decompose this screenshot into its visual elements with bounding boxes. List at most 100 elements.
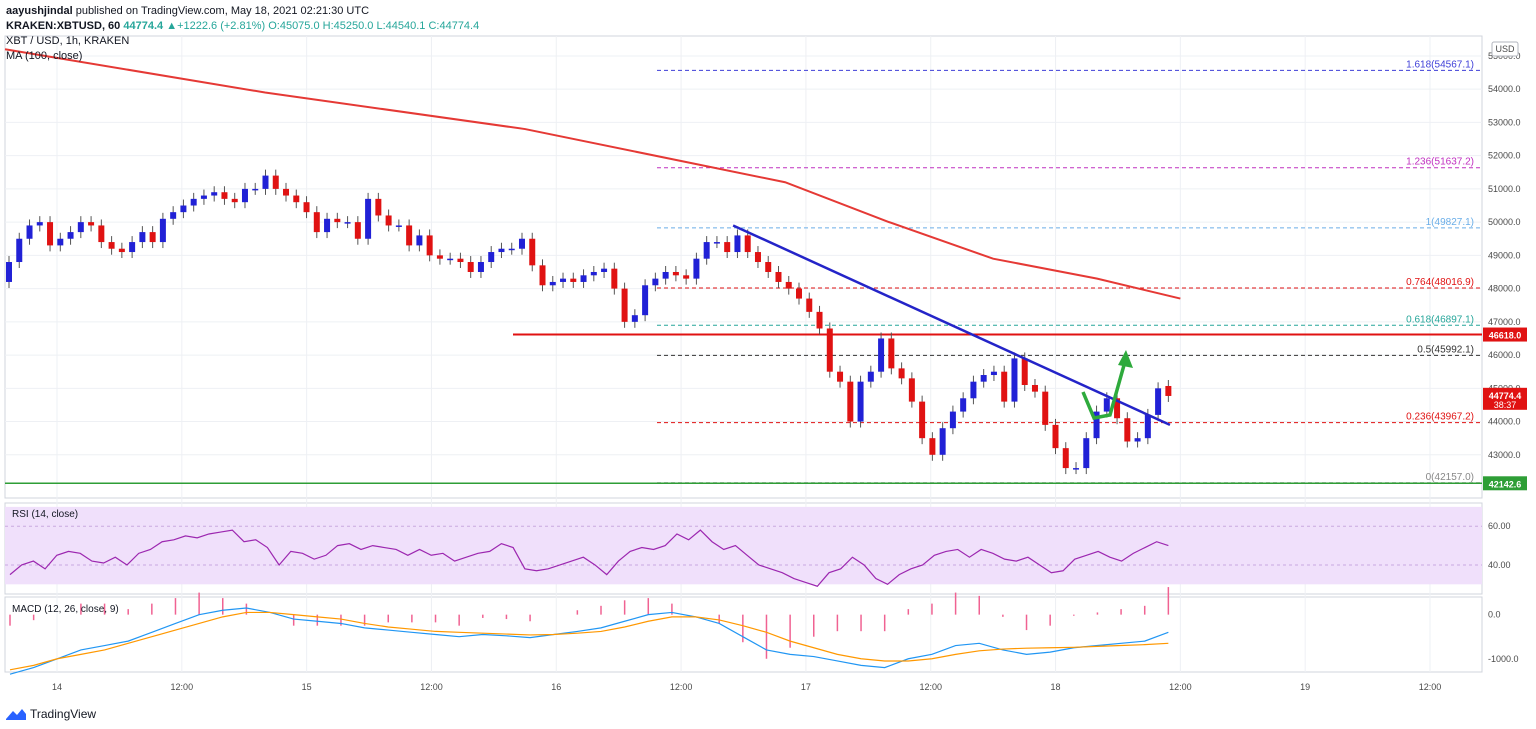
candle-body bbox=[1103, 398, 1110, 412]
ma100-line bbox=[4, 48, 1181, 300]
trendline bbox=[732, 224, 1171, 427]
candle-body bbox=[621, 288, 628, 322]
price-tag bbox=[1483, 387, 1527, 410]
candle-body bbox=[560, 278, 567, 282]
candle-body bbox=[57, 238, 64, 246]
candle-body bbox=[47, 222, 54, 246]
candle-body bbox=[683, 275, 690, 279]
ohlc: O:45075.0 H:45250.0 L:44540.1 C:44774.4 bbox=[268, 20, 480, 32]
candle-body bbox=[1062, 448, 1069, 469]
candle-body bbox=[857, 381, 864, 422]
candle-body bbox=[477, 262, 484, 272]
candle-body bbox=[570, 278, 577, 282]
candle-body bbox=[1144, 414, 1151, 439]
candle-body bbox=[611, 268, 618, 289]
candle-body bbox=[1114, 398, 1121, 419]
candle-body bbox=[385, 215, 392, 226]
candle-body bbox=[1042, 391, 1049, 425]
candle-body bbox=[1134, 438, 1141, 442]
fib-level-label: 1(49827.1) bbox=[1426, 217, 1474, 228]
x-tick-label: 12:00 bbox=[1169, 682, 1192, 692]
candle-body bbox=[949, 411, 956, 429]
candle-body bbox=[847, 381, 854, 422]
candle-body bbox=[1073, 468, 1080, 470]
candle-body bbox=[211, 192, 218, 196]
candle-body bbox=[98, 225, 105, 243]
candle-body bbox=[436, 255, 443, 259]
candle-body bbox=[129, 242, 136, 253]
price-tag-label: 44774.4 bbox=[1489, 391, 1522, 401]
macd-tick-label: 0.0 bbox=[1488, 610, 1501, 620]
fib-level-label: 0.618(46897.1) bbox=[1406, 314, 1474, 325]
up-arrow-icon: ▲ bbox=[166, 20, 178, 32]
candle-body bbox=[16, 238, 23, 263]
resistance-tag bbox=[1483, 327, 1527, 342]
candle-body bbox=[806, 298, 813, 312]
candle-body bbox=[149, 232, 156, 243]
candle-body bbox=[467, 262, 474, 272]
candle-body bbox=[180, 205, 187, 213]
candle-body bbox=[67, 232, 74, 239]
y-tick-label: 54000.0 bbox=[1488, 84, 1521, 94]
candle-body bbox=[406, 225, 413, 246]
fib-level-label: 1.618(54567.1) bbox=[1406, 59, 1474, 70]
arrow-head-icon bbox=[1118, 350, 1133, 368]
candle-body bbox=[980, 375, 987, 382]
x-tick-label: 18 bbox=[1051, 682, 1061, 692]
currency-label: USD bbox=[1495, 44, 1515, 54]
brand-label: TradingView bbox=[30, 707, 97, 721]
fib-level-label: 0.764(48016.9) bbox=[1406, 277, 1474, 288]
candle-body bbox=[1001, 371, 1008, 402]
macd-tick-label: -1000.0 bbox=[1488, 654, 1519, 664]
y-tick-label: 44000.0 bbox=[1488, 417, 1521, 427]
x-tick-label: 12:00 bbox=[420, 682, 443, 692]
candle-body bbox=[139, 232, 146, 243]
candle-body bbox=[283, 188, 290, 196]
candle-body bbox=[6, 262, 12, 282]
candle-body bbox=[1155, 388, 1162, 415]
macd-legend: MACD (12, 26, close, 9) bbox=[12, 604, 119, 615]
candle-body bbox=[1083, 438, 1090, 469]
symbol: KRAKEN:XBTUSD, 60 bbox=[6, 20, 121, 32]
signal-line bbox=[9, 611, 1169, 671]
rsi-legend: RSI (14, close) bbox=[12, 509, 78, 520]
candle-body bbox=[785, 281, 792, 289]
candle-body bbox=[796, 288, 803, 299]
candle-body bbox=[970, 381, 977, 399]
x-tick-label: 14 bbox=[52, 682, 62, 692]
candle-body bbox=[200, 195, 207, 199]
fib-level-label: 0(42157.0) bbox=[1426, 472, 1474, 483]
y-tick-label: 48000.0 bbox=[1488, 284, 1521, 294]
rsi-line bbox=[9, 529, 1169, 587]
main-pane bbox=[4, 35, 1483, 499]
x-tick-label: 12:00 bbox=[919, 682, 942, 692]
candle-body bbox=[221, 192, 228, 199]
candle-body bbox=[549, 281, 556, 286]
candle-body bbox=[354, 222, 361, 239]
tradingview-brand[interactable]: TradingView bbox=[6, 707, 96, 721]
candle-body bbox=[672, 271, 679, 276]
x-tick-label: 16 bbox=[551, 682, 561, 692]
candle-body bbox=[703, 242, 710, 259]
y-tick-label: 49000.0 bbox=[1488, 250, 1521, 260]
candle-body bbox=[241, 188, 248, 203]
candle-body bbox=[170, 212, 177, 219]
currency-box bbox=[1491, 41, 1519, 57]
pair-legend: XBT / USD, 1h, KRAKEN bbox=[6, 35, 130, 47]
candle-body bbox=[344, 222, 351, 224]
candle-body bbox=[457, 258, 464, 263]
candle-body bbox=[960, 398, 967, 412]
candle-body bbox=[908, 378, 915, 402]
x-tick-label: 17 bbox=[801, 682, 811, 692]
candle-body bbox=[837, 371, 844, 382]
published-info: published on TradingView.com, May 18, 20… bbox=[75, 5, 370, 17]
projection-arrow bbox=[1081, 357, 1128, 420]
candle-body bbox=[724, 242, 731, 253]
candle-body bbox=[334, 218, 341, 223]
candle-body bbox=[190, 198, 197, 206]
candle-body bbox=[529, 238, 536, 266]
candle-body bbox=[498, 248, 505, 253]
candle-body bbox=[231, 198, 238, 203]
candle-body bbox=[1165, 385, 1172, 396]
